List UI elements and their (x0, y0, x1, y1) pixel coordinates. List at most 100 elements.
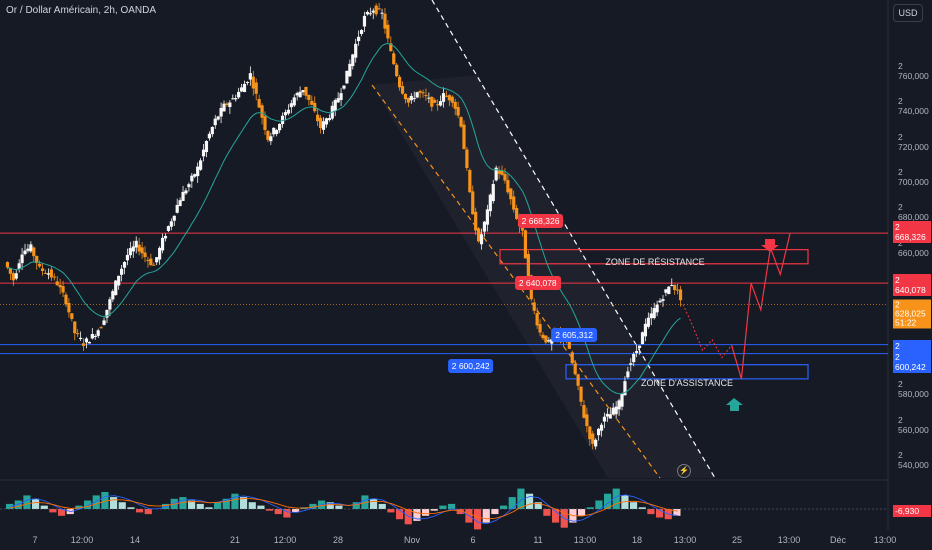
resistance-zone-box (499, 249, 809, 265)
candle-body (190, 175, 194, 182)
candle-body (76, 333, 80, 335)
macd-bar (647, 509, 655, 515)
macd-bar (75, 505, 83, 509)
candle-body (266, 130, 270, 140)
macd-bar (387, 509, 395, 513)
currency-button[interactable]: USD (893, 4, 923, 22)
candle-body (237, 91, 241, 98)
y-tick-label: 2 540,000 (898, 450, 929, 471)
candle-body (181, 191, 185, 201)
price-label-resistance-upper: 2 668,326 (893, 221, 931, 243)
candle-body (67, 302, 71, 313)
macd-bar (127, 507, 135, 509)
x-tick-label: 7 (32, 535, 38, 545)
candle-body (623, 381, 627, 396)
candle-body (307, 94, 311, 100)
price-label-support-lower: 2 600,242 (893, 351, 931, 373)
candle-body (96, 330, 100, 336)
candle-body (146, 259, 150, 261)
macd-bar (370, 498, 378, 509)
candle-body (547, 340, 551, 342)
candle-body (643, 323, 648, 337)
candle-body (409, 95, 413, 101)
candle-body (251, 76, 255, 89)
candle-body (365, 11, 370, 15)
candle-body (61, 286, 65, 293)
candle-body (122, 261, 127, 268)
down-arrow-icon (761, 239, 779, 252)
candle-body (187, 184, 191, 188)
candle-body (29, 244, 33, 252)
candle-body (301, 90, 305, 93)
candle-body (5, 262, 10, 268)
macd-signal-line (10, 497, 678, 520)
x-tick-label: 21 (229, 535, 241, 545)
candle-body (626, 371, 630, 378)
candle-body (114, 280, 118, 296)
macd-bar (309, 503, 317, 509)
candle-body (184, 190, 188, 194)
candle-body (289, 103, 293, 108)
candle-body (424, 95, 428, 97)
macd-bar (84, 500, 92, 509)
candle-body (295, 93, 299, 96)
macd-bar (543, 509, 551, 516)
candle-body (117, 275, 121, 286)
candle-body (175, 204, 179, 213)
macd-bar (23, 495, 31, 509)
macd-bar (534, 502, 542, 509)
candle-body (46, 273, 51, 275)
macd-bar (404, 509, 412, 525)
macd-bar (110, 497, 118, 509)
candle-body (398, 76, 402, 88)
candle-body (576, 374, 580, 386)
macd-bar (482, 509, 490, 523)
price-callout: 2 600,242 (447, 359, 494, 374)
candle-body (459, 117, 463, 127)
y-tick-label: 2 580,000 (898, 379, 929, 400)
candle-body (228, 102, 232, 108)
candle-body (193, 174, 197, 177)
macd-bar (621, 495, 629, 509)
candle-body (32, 247, 36, 257)
candle-body (389, 43, 393, 52)
candle-body (637, 345, 642, 349)
macd-bar (491, 509, 499, 515)
candle-body (166, 226, 171, 231)
candle-body (441, 93, 446, 102)
macd-bar (612, 488, 620, 509)
candle-body (292, 97, 296, 106)
candle-body (599, 424, 604, 431)
macd-bar (526, 493, 534, 509)
candle-body (605, 413, 609, 417)
macd-bar (656, 509, 664, 518)
candle-body (102, 320, 106, 325)
candle-body (14, 273, 18, 279)
candle-body (149, 258, 153, 266)
candle-body (371, 10, 375, 13)
candle-body (678, 289, 683, 301)
x-tick-label: 13:00 (777, 535, 801, 545)
candle-body (427, 97, 431, 99)
candle-body (415, 92, 419, 98)
macd-bar (196, 503, 204, 509)
candle-body (321, 121, 326, 130)
y-tick-label: 2 680,000 (898, 202, 929, 223)
macd-bar (32, 498, 40, 509)
candle-body (318, 117, 323, 129)
candle-body (210, 126, 214, 135)
macd-bar (630, 502, 638, 509)
candle-body (201, 149, 206, 157)
candle-body (272, 127, 276, 135)
candle-body (283, 112, 288, 116)
lightning-icon[interactable]: ⚡ (677, 464, 691, 478)
candle-body (570, 352, 574, 364)
countdown-text: 51:22 (895, 317, 917, 328)
candle-body (453, 101, 457, 109)
candle-body (128, 248, 132, 256)
macd-bar (6, 503, 14, 509)
macd-bar (118, 502, 126, 509)
candle-body (134, 240, 138, 248)
candle-body (652, 308, 656, 319)
